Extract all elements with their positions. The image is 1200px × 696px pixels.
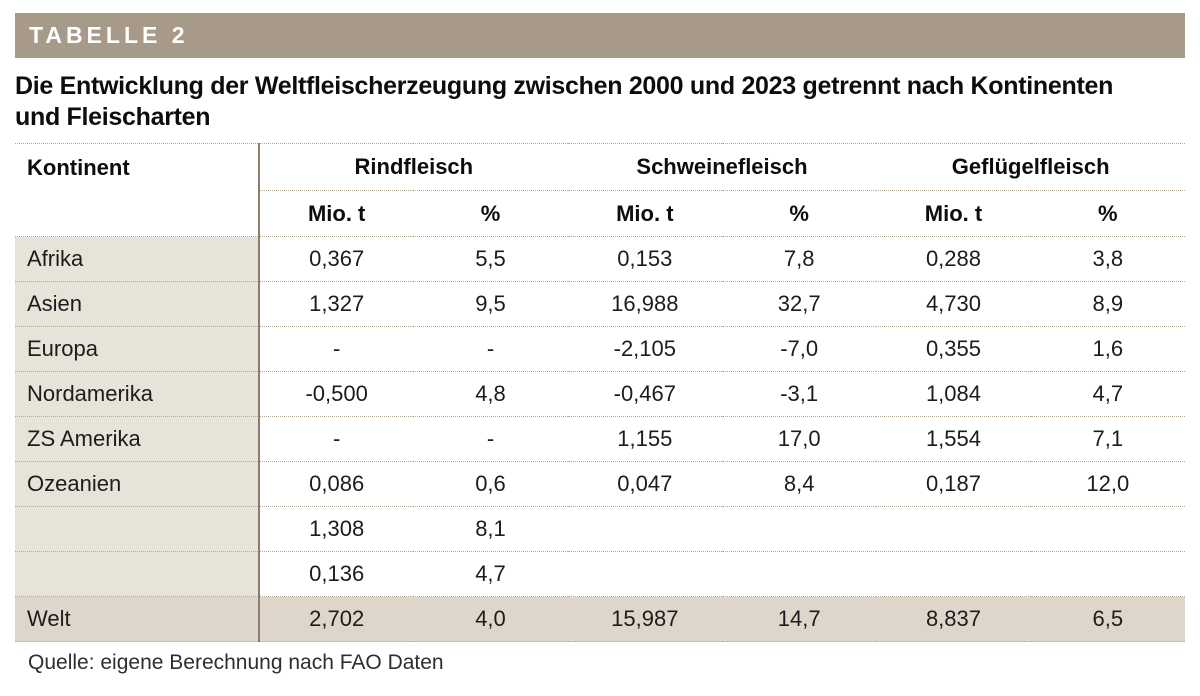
value-cell: 15,987	[567, 596, 722, 642]
value-cell: -	[259, 326, 414, 372]
continent-cell	[15, 506, 260, 552]
value-cell: 17,0	[721, 416, 877, 462]
source-note: Quelle: eigene Berechnung nach FAO Daten	[28, 651, 444, 674]
subheader-gefluegel-percent: %	[1030, 190, 1185, 237]
value-cell	[1030, 551, 1185, 597]
value-cell: 8,1	[413, 506, 568, 552]
value-cell: 8,9	[1030, 281, 1185, 327]
table-row-nordamerika: Nordamerika -0,500 4,8 -0,467 -3,1 1,084…	[15, 371, 1185, 417]
value-cell: 2,702	[259, 596, 414, 642]
value-cell: 16,988	[567, 281, 722, 327]
data-table: Kontinent Rindfleisch Schweinefleisch Ge…	[15, 143, 1185, 642]
value-cell	[876, 551, 1031, 597]
value-cell: 7,1	[1030, 416, 1185, 462]
continent-cell: Nordamerika	[15, 371, 260, 417]
continent-cell	[15, 551, 260, 597]
value-cell	[876, 506, 1031, 552]
value-cell: 3,8	[1030, 236, 1185, 282]
subheader-rind-percent: %	[413, 190, 568, 237]
table-row-europa: Europa - - -2,105 -7,0 0,355 1,6	[15, 326, 1185, 372]
value-cell: 1,6	[1030, 326, 1185, 372]
value-cell: 4,0	[413, 596, 568, 642]
table-tag-bar: TABELLE 2	[15, 13, 1185, 58]
table-row-welt: Welt 2,702 4,0 15,987 14,7 8,837 6,5	[15, 596, 1185, 642]
value-cell	[721, 551, 877, 597]
value-cell: 4,8	[413, 371, 568, 417]
continent-cell: Afrika	[15, 236, 260, 282]
value-cell: 4,7	[413, 551, 568, 597]
value-cell: 0,153	[567, 236, 722, 282]
continent-cell: Asien	[15, 281, 260, 327]
table-title: Die Entwicklung der Weltfleischerzeugung…	[15, 71, 1185, 132]
column-group-rindfleisch: Rindfleisch	[259, 143, 568, 191]
value-cell: 12,0	[1030, 461, 1185, 507]
value-cell	[567, 551, 722, 597]
table-row-asien: Asien 1,327 9,5 16,988 32,7 4,730 8,9	[15, 281, 1185, 327]
table-row-afrika: Afrika 0,367 5,5 0,153 7,8 0,288 3,8	[15, 236, 1185, 282]
subheader-schwein-mio-t: Mio. t	[567, 190, 722, 237]
table-row-extra-2: 0,136 4,7	[15, 551, 1185, 597]
continent-cell: Ozeanien	[15, 461, 260, 507]
value-cell: 0,086	[259, 461, 414, 507]
group-header-row: Kontinent Rindfleisch Schweinefleisch Ge…	[15, 143, 1185, 237]
value-cell	[1030, 506, 1185, 552]
table-tag-label: TABELLE 2	[29, 22, 189, 48]
continent-cell: Europa	[15, 326, 260, 372]
value-cell: -0,500	[259, 371, 414, 417]
subheader-rind-mio-t: Mio. t	[259, 190, 414, 237]
value-cell: -3,1	[721, 371, 877, 417]
value-cell: -7,0	[721, 326, 877, 372]
value-cell	[721, 506, 877, 552]
value-cell	[567, 506, 722, 552]
value-cell: 0,288	[876, 236, 1031, 282]
value-cell: 9,5	[413, 281, 568, 327]
table-row-zs-amerika: ZS Amerika - - 1,155 17,0 1,554 7,1	[15, 416, 1185, 462]
value-cell: 5,5	[413, 236, 568, 282]
value-cell: 14,7	[721, 596, 877, 642]
value-cell: 8,4	[721, 461, 877, 507]
value-cell: 0,136	[259, 551, 414, 597]
value-cell: -	[413, 416, 568, 462]
table-title-line1: Die Entwicklung der Weltfleischerzeugung…	[15, 72, 1114, 100]
value-cell: -2,105	[567, 326, 722, 372]
value-cell: 1,084	[876, 371, 1031, 417]
value-cell: -	[413, 326, 568, 372]
value-cell: -0,467	[567, 371, 722, 417]
value-cell: 8,837	[876, 596, 1031, 642]
value-cell: 6,5	[1030, 596, 1185, 642]
value-cell: 1,155	[567, 416, 722, 462]
column-header-kontinent: Kontinent	[15, 143, 260, 237]
table-title-line2: und Fleischarten	[15, 102, 211, 131]
continent-cell: ZS Amerika	[15, 416, 260, 462]
value-cell: 0,355	[876, 326, 1031, 372]
column-group-schweinefleisch: Schweinefleisch	[567, 143, 877, 191]
value-cell: 0,047	[567, 461, 722, 507]
value-cell: 4,7	[1030, 371, 1185, 417]
unit-header-row: Mio. t % Mio. t % Mio. t %	[15, 190, 1185, 237]
continent-cell: Welt	[15, 596, 260, 642]
value-cell: 0,187	[876, 461, 1031, 507]
value-cell: -	[259, 416, 414, 462]
column-group-gefluegelfleisch: Geflügelfleisch	[876, 143, 1185, 191]
value-cell: 0,367	[259, 236, 414, 282]
subheader-schwein-percent: %	[721, 190, 877, 237]
table-row-extra-1: 1,308 8,1	[15, 506, 1185, 552]
value-cell: 1,308	[259, 506, 414, 552]
value-cell: 4,730	[876, 281, 1031, 327]
value-cell: 0,6	[413, 461, 568, 507]
table-row-ozeanien: Ozeanien 0,086 0,6 0,047 8,4 0,187 12,0	[15, 461, 1185, 507]
page: TABELLE 2 Die Entwicklung der Weltfleisc…	[15, 13, 1185, 674]
value-cell: 1,554	[876, 416, 1031, 462]
value-cell: 7,8	[721, 236, 877, 282]
value-cell: 32,7	[721, 281, 877, 327]
value-cell: 1,327	[259, 281, 414, 327]
subheader-gefluegel-mio-t: Mio. t	[876, 190, 1031, 237]
